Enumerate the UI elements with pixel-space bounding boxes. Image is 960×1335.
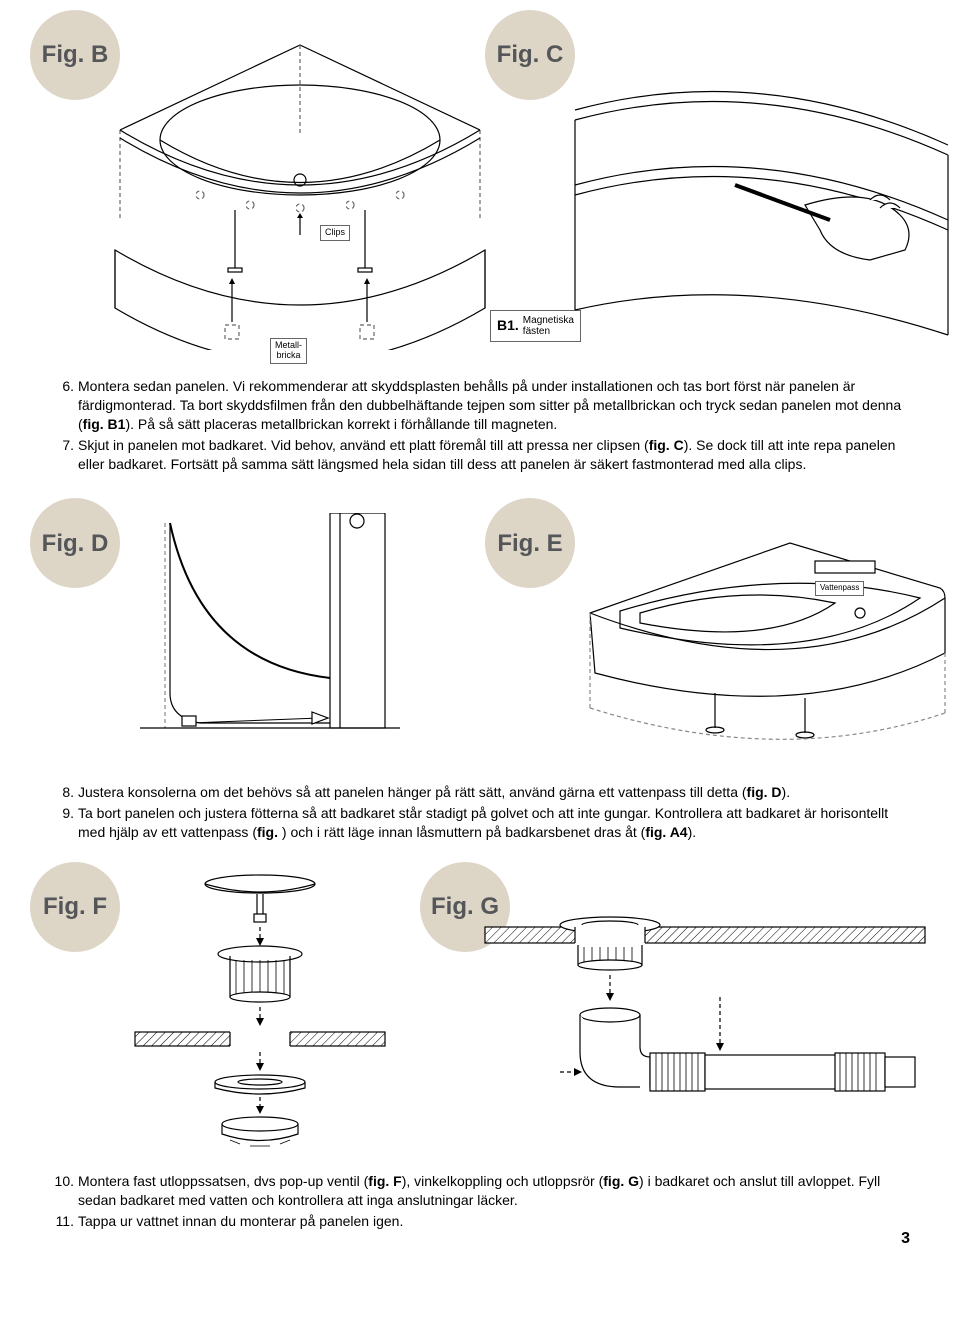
b1-label-box: B1. Magnetiska fästen: [490, 310, 581, 342]
clips-label: Clips: [320, 225, 350, 241]
row-figs-d-e: Fig. D: [50, 503, 910, 763]
fig-e-diagram: Vattenpass: [580, 533, 950, 743]
fig-c-diagram: [570, 50, 950, 340]
instructions-block-3: 10.Montera fast utloppssatsen, dvs pop-u…: [50, 1172, 910, 1231]
page-number: 3: [901, 1228, 910, 1250]
instruction-item: 7.Skjut in panelen mot badkaret. Vid beh…: [78, 436, 910, 474]
fig-d-diagram: [140, 513, 400, 743]
vattenpass-label: Vattenpass: [815, 581, 864, 596]
row-figs-b-c: Fig. B: [50, 20, 910, 365]
fig-e-badge: Fig. E: [485, 498, 575, 588]
fig-f-badge: Fig. F: [30, 862, 120, 952]
fig-f-diagram: [130, 872, 390, 1152]
instructions-block-2: 8.Justera konsolerna om det behövs så at…: [50, 783, 910, 842]
fig-b-diagram: Clips Metall- bricka: [90, 40, 510, 350]
instruction-item: 9.Ta bort panelen och justera fötterna s…: [78, 804, 910, 842]
instruction-item: 11.Tappa ur vattnet innan du monterar på…: [78, 1212, 910, 1231]
instructions-block-1: 6.Montera sedan panelen. Vi rekommendera…: [50, 377, 910, 473]
metallbricka-label: Metall- bricka: [270, 338, 307, 364]
fig-g-diagram: [480, 897, 930, 1137]
fig-d-badge: Fig. D: [30, 498, 120, 588]
instruction-item: 6.Montera sedan panelen. Vi rekommendera…: [78, 377, 910, 434]
instruction-item: 10.Montera fast utloppssatsen, dvs pop-u…: [78, 1172, 910, 1210]
instruction-item: 8.Justera konsolerna om det behövs så at…: [78, 783, 910, 802]
row-figs-f-g: Fig. F: [50, 867, 910, 1157]
fig-c-badge: Fig. C: [485, 10, 575, 100]
